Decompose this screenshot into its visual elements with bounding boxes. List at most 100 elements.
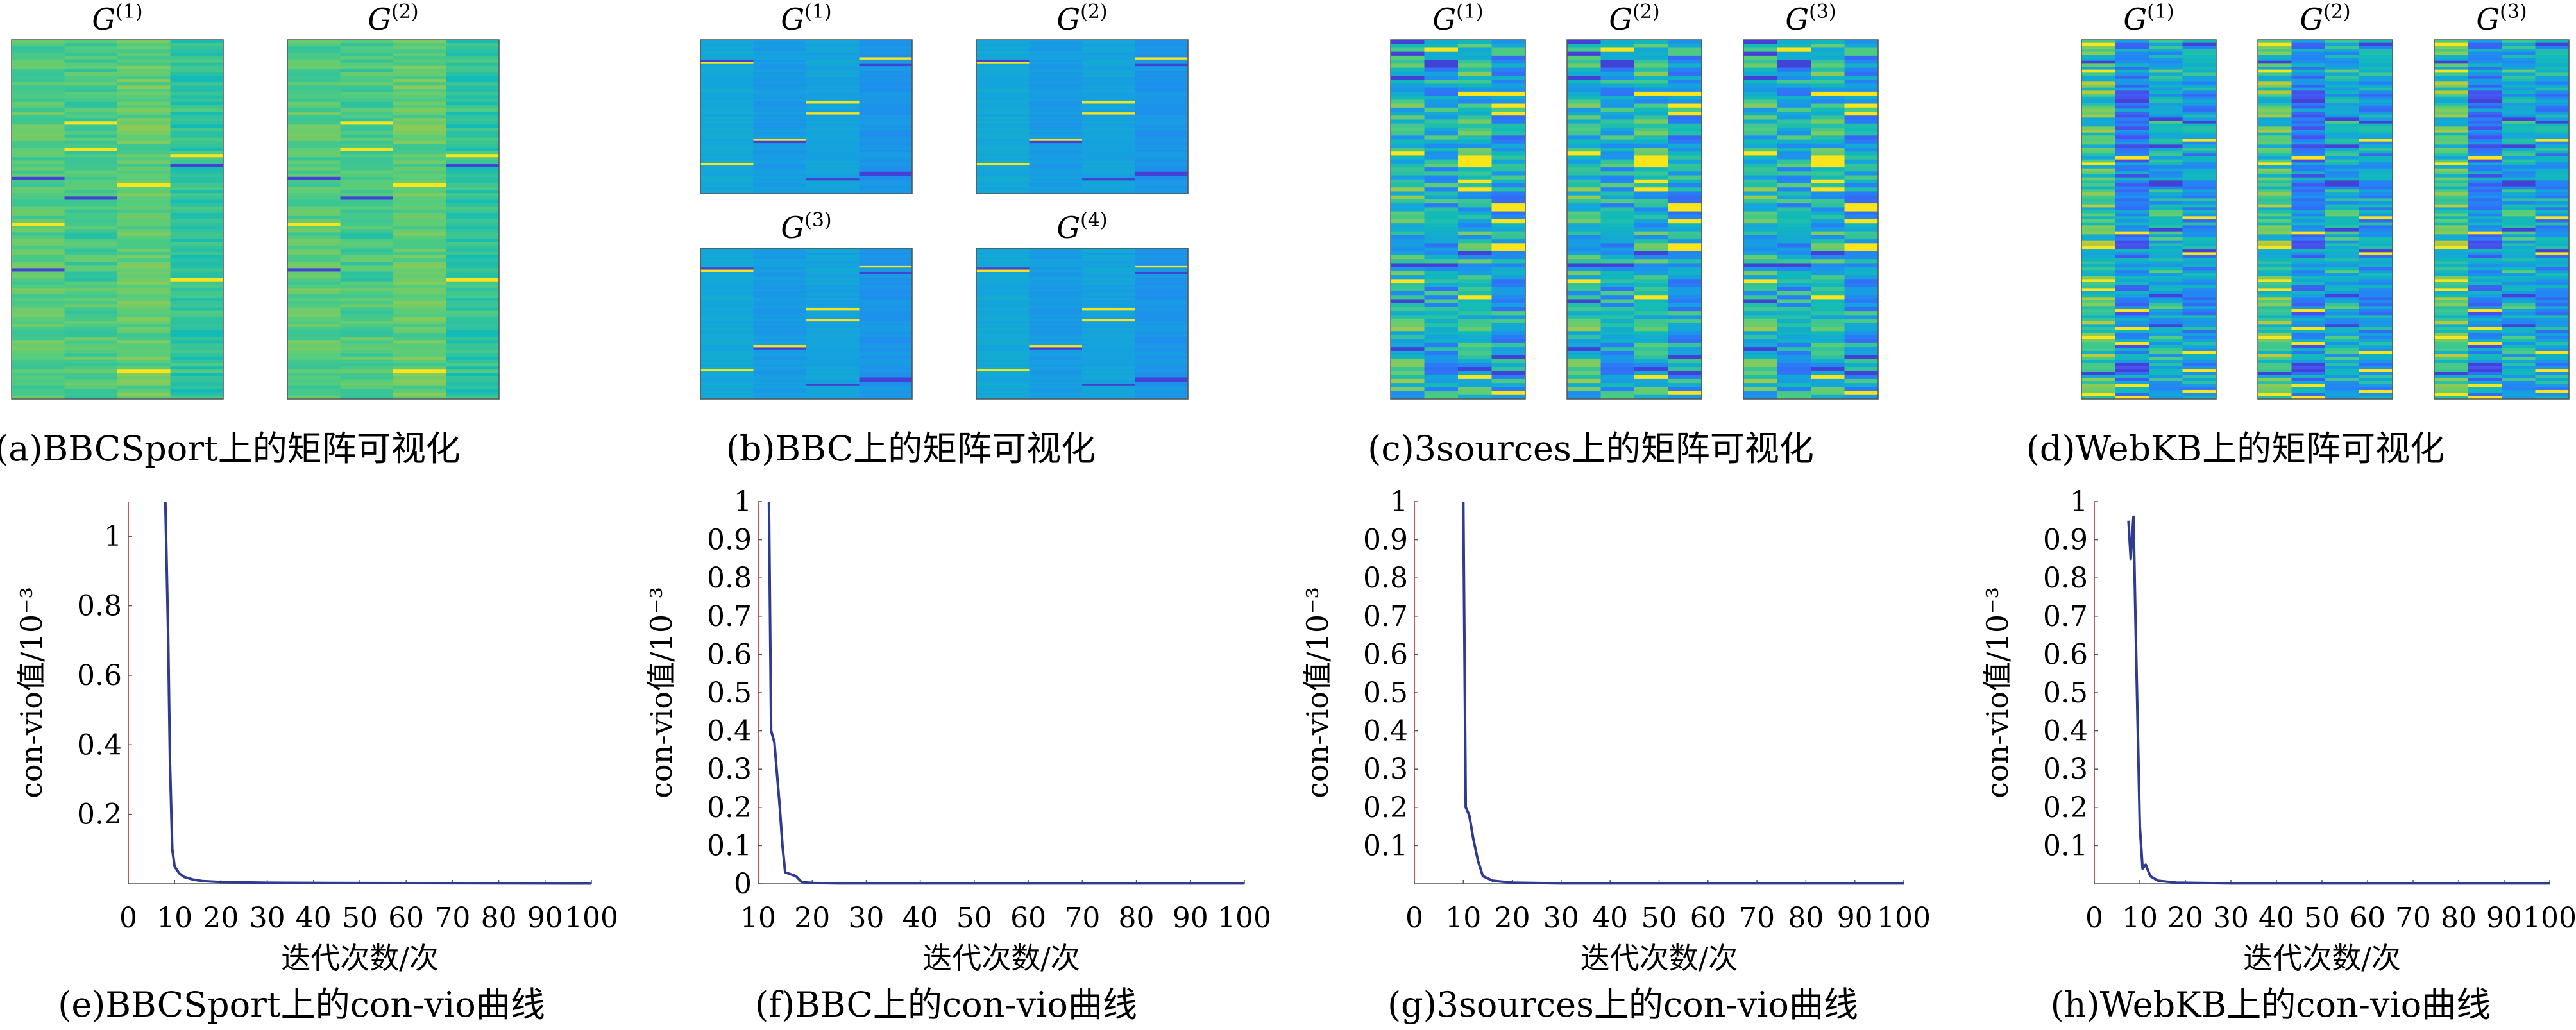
matrix-cell — [2291, 94, 2326, 97]
matrix-cell — [2149, 58, 2183, 62]
matrix-cell — [1811, 383, 1845, 387]
matrix-cell — [446, 389, 500, 393]
matrix-cell — [753, 362, 807, 365]
matrix-cell — [1634, 335, 1669, 340]
matrix-cell — [976, 382, 1030, 385]
matrix-cell — [976, 40, 1030, 43]
matrix-cell — [859, 189, 913, 192]
matrix-cell — [2182, 297, 2217, 301]
matrix-cell — [2535, 198, 2570, 202]
matrix-cell — [340, 356, 394, 360]
matrix-cell — [2149, 78, 2183, 82]
matrix-cell — [1424, 191, 1459, 196]
matrix-cell — [12, 382, 65, 387]
matrix-cell — [446, 65, 500, 70]
matrix-cell — [2258, 294, 2292, 298]
matrix-cell — [1135, 304, 1189, 307]
matrix-cell — [976, 63, 1030, 67]
matrix-cell — [2535, 369, 2570, 373]
chart-f: 10 20 30 40 50 60 70 80 90 10000.10.20.30.40.50.6… — [644, 485, 1271, 975]
matrix-cell — [2535, 49, 2570, 53]
matrix-cell — [2291, 150, 2326, 154]
matrix-cell — [2502, 228, 2536, 232]
matrix-cell — [2468, 96, 2502, 100]
matrix-cell — [976, 130, 1030, 133]
x-tick-label: 100 — [564, 902, 618, 934]
matrix-cell — [2258, 60, 2292, 64]
matrix-cell — [1082, 114, 1136, 117]
matrix-cell — [1135, 139, 1189, 142]
matrix-cell — [976, 154, 1030, 157]
matrix-cell — [446, 284, 500, 289]
matrix-cell — [2258, 222, 2292, 226]
matrix-cell — [1082, 317, 1136, 320]
matrix-cell — [12, 128, 65, 132]
matrix-cell — [806, 269, 860, 273]
matrix-cell — [1811, 275, 1845, 280]
matrix-cell — [859, 101, 913, 105]
matrix-cell — [1391, 55, 1425, 60]
matrix-cell — [117, 190, 171, 194]
matrix-cell — [446, 287, 500, 292]
matrix-cell — [1029, 300, 1083, 303]
matrix-cell — [1424, 371, 1459, 376]
matrix-cell — [1424, 71, 1459, 76]
matrix-cell — [1811, 247, 1845, 252]
matrix-cell — [117, 112, 171, 115]
matrix-cell — [2081, 108, 2116, 112]
matrix-cell — [2434, 94, 2469, 97]
matrix-cell — [117, 330, 171, 334]
matrix-cell — [753, 319, 807, 322]
matrix-cell — [976, 94, 1030, 97]
matrix-cell — [1567, 363, 1602, 367]
matrix-cell — [2258, 171, 2292, 175]
matrix-cell — [700, 103, 754, 106]
matrix-cell — [2468, 58, 2502, 62]
matrix-cell — [859, 332, 913, 335]
matrix-cell — [1458, 179, 1493, 184]
matrix-cell — [700, 265, 754, 268]
matrix-cell — [1634, 303, 1669, 308]
matrix-cell — [2502, 306, 2536, 310]
matrix-cell — [1600, 259, 1635, 264]
matrix-cell — [2115, 246, 2149, 250]
matrix-cell — [1135, 312, 1189, 316]
matrix-cell — [2258, 243, 2292, 247]
matrix-cell — [393, 203, 447, 207]
matrix-cell — [2291, 396, 2326, 400]
matrix-cell — [340, 314, 394, 318]
matrix-cell — [2081, 339, 2116, 342]
matrix-cell — [170, 353, 224, 357]
matrix-cell — [2325, 114, 2360, 118]
matrix-cell — [1082, 140, 1136, 144]
matrix-cell — [340, 89, 394, 93]
matrix-cell — [287, 323, 341, 328]
matrix-cell — [2291, 375, 2326, 378]
matrix-cell — [1391, 163, 1425, 168]
matrix-cell — [2359, 103, 2393, 106]
x-tick-label: 60 — [2350, 902, 2385, 934]
matrix-cell — [2291, 252, 2326, 256]
matrix-cell — [1600, 199, 1635, 204]
matrix-cell — [1634, 183, 1669, 188]
matrix-cell — [2081, 273, 2116, 277]
matrix-cell — [700, 373, 754, 376]
matrix-cell — [2502, 168, 2536, 172]
matrix-cell — [1458, 391, 1493, 396]
matrix-cell — [859, 128, 913, 131]
matrix-cell — [117, 167, 171, 171]
matrix-cell — [64, 395, 118, 400]
matrix-cell — [1082, 90, 1136, 93]
matrix-cell — [1029, 330, 1083, 333]
matrix-cell — [287, 392, 341, 396]
matrix-cell — [2291, 330, 2326, 333]
matrix-cell — [340, 376, 394, 380]
matrix-cell — [1458, 123, 1493, 128]
matrix-cell — [1135, 81, 1189, 85]
matrix-cell — [753, 66, 807, 69]
matrix-cell — [976, 180, 1030, 183]
matrix-cell — [1491, 55, 1526, 60]
matrix-cell — [2115, 318, 2149, 322]
matrix-cell — [1391, 339, 1425, 344]
matrix-cell — [806, 176, 860, 179]
